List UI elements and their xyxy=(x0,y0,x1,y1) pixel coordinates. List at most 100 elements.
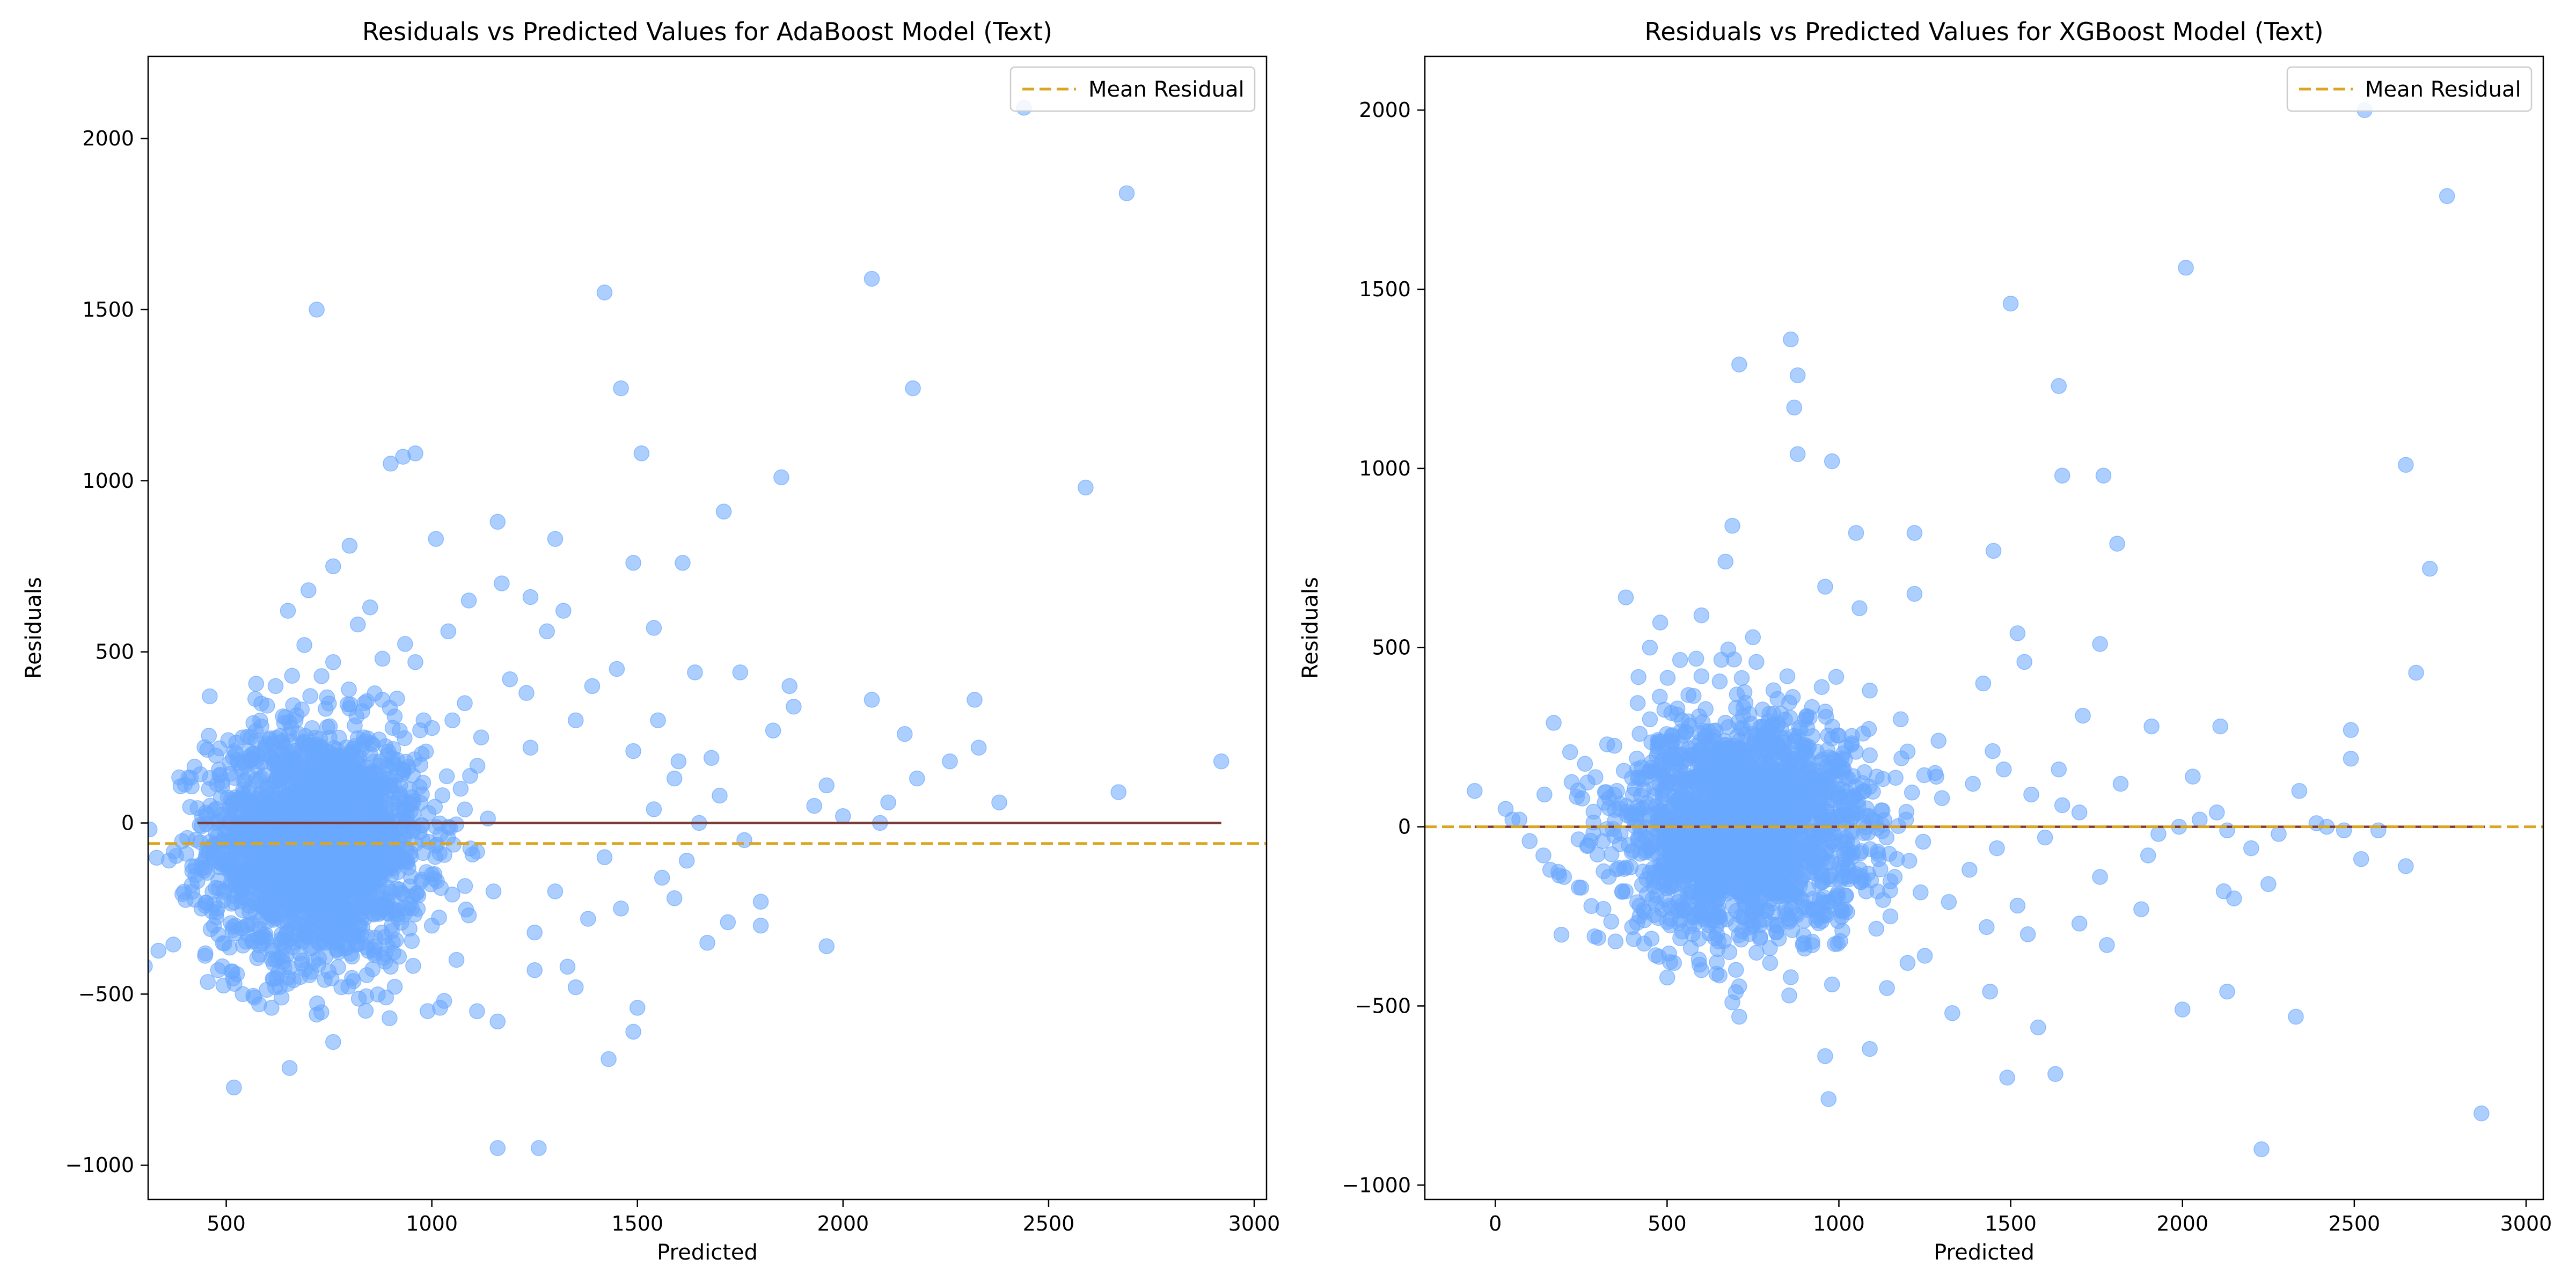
legend-box xyxy=(2286,66,2533,112)
data-point xyxy=(148,821,158,838)
data-point xyxy=(1868,813,1884,830)
data-point xyxy=(1764,770,1780,786)
data-point xyxy=(2099,937,2115,953)
data-point xyxy=(559,958,576,975)
data-point xyxy=(264,1000,280,1016)
data-point xyxy=(1629,695,1646,711)
data-point xyxy=(1689,896,1706,913)
x-tick-label: 500 xyxy=(1648,1212,1687,1235)
data-point xyxy=(1768,916,1784,933)
data-point xyxy=(342,696,358,713)
data-point xyxy=(1511,811,1527,828)
data-point xyxy=(1789,446,1806,462)
data-point xyxy=(189,873,206,889)
data-point xyxy=(1962,861,1978,878)
data-point xyxy=(1858,800,1875,816)
data-point xyxy=(1843,737,1860,753)
data-point xyxy=(1934,790,1950,806)
data-point xyxy=(334,870,350,886)
data-point xyxy=(1659,670,1676,686)
data-point xyxy=(364,763,381,779)
data-point xyxy=(1641,807,1657,823)
data-point xyxy=(970,740,987,756)
data-point xyxy=(201,728,217,744)
data-point xyxy=(377,738,394,755)
data-point xyxy=(1730,808,1747,824)
data-point xyxy=(2071,804,2088,821)
data-point xyxy=(1597,784,1613,800)
data-point xyxy=(242,871,258,887)
data-point xyxy=(280,976,296,992)
data-point xyxy=(291,945,308,962)
data-point xyxy=(1680,687,1696,703)
data-point xyxy=(1616,763,1632,779)
data-point xyxy=(1666,955,1682,971)
legend-box xyxy=(1009,66,1256,112)
data-point xyxy=(580,911,596,927)
data-point xyxy=(325,1034,341,1050)
data-point xyxy=(1786,399,1803,416)
data-point xyxy=(404,933,420,949)
data-point xyxy=(341,681,357,698)
data-point xyxy=(1546,715,1562,731)
data-point xyxy=(210,962,226,978)
data-point xyxy=(1680,846,1696,863)
data-point xyxy=(2291,783,2308,799)
data-point xyxy=(247,691,264,707)
data-point xyxy=(379,800,395,816)
data-point xyxy=(457,695,473,712)
data-point xyxy=(228,925,244,941)
y-tick-label: 1000 xyxy=(82,469,134,493)
data-point xyxy=(1773,849,1790,865)
data-point xyxy=(1765,706,1782,722)
data-point xyxy=(223,866,239,882)
data-point xyxy=(1650,732,1666,748)
data-point xyxy=(675,555,691,571)
data-point xyxy=(1614,883,1630,899)
data-point xyxy=(1625,842,1641,859)
data-point xyxy=(2192,811,2208,828)
data-point xyxy=(313,668,330,684)
data-point xyxy=(2051,378,2067,394)
data-point xyxy=(1583,898,1600,914)
data-point xyxy=(2009,625,2026,641)
data-point xyxy=(285,697,301,713)
data-point xyxy=(317,972,333,988)
data-point xyxy=(291,850,308,866)
data-point xyxy=(309,778,325,794)
data-point xyxy=(613,380,629,397)
data-point xyxy=(370,986,386,1002)
data-point xyxy=(1686,795,1702,812)
data-point xyxy=(287,743,303,759)
data-point xyxy=(276,884,292,900)
data-point xyxy=(423,918,440,934)
data-point xyxy=(1870,846,1886,862)
data-point xyxy=(1762,955,1779,971)
data-point xyxy=(2009,897,2026,914)
data-point xyxy=(1965,775,1981,792)
y-tick-label: 500 xyxy=(1372,636,1411,660)
data-point xyxy=(1603,913,1620,930)
data-point xyxy=(1652,614,1668,631)
data-point xyxy=(1607,933,1624,949)
data-point xyxy=(1688,650,1704,667)
data-point xyxy=(601,1051,617,1067)
data-point xyxy=(1585,803,1602,820)
data-point xyxy=(325,558,341,574)
data-point xyxy=(1589,846,1606,863)
data-point xyxy=(2370,822,2387,839)
data-point xyxy=(1624,786,1641,803)
data-point xyxy=(1892,711,1909,728)
data-point xyxy=(165,936,181,953)
data-point xyxy=(366,945,383,961)
data-point xyxy=(539,623,555,640)
data-point xyxy=(457,878,473,894)
data-point xyxy=(1693,607,1710,624)
data-point xyxy=(2133,901,2149,917)
data-point xyxy=(267,678,284,694)
data-point xyxy=(1879,980,1895,996)
data-point xyxy=(473,729,489,745)
data-point xyxy=(319,826,335,843)
data-point xyxy=(324,907,340,923)
data-point xyxy=(1612,796,1628,812)
